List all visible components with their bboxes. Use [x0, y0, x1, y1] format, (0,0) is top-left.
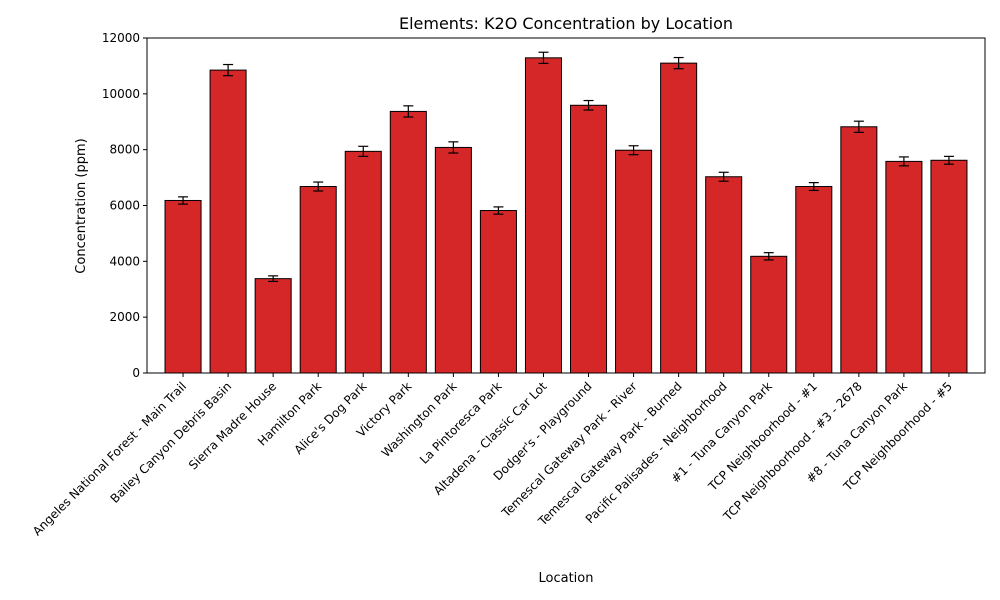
y-tick-label: 0	[132, 366, 140, 380]
bar	[750, 255, 788, 374]
y-tick-label: 10000	[102, 87, 140, 101]
y-tick-label: 8000	[109, 143, 140, 157]
bar	[705, 176, 743, 374]
bar	[434, 146, 472, 374]
bar	[570, 104, 608, 374]
plot-area: 0 2000 4000 6000 8000 10000 12000 Angeles Natio…	[30, 31, 986, 538]
bar	[344, 150, 382, 374]
y-tick-label: 2000	[109, 310, 140, 324]
bar	[840, 126, 878, 374]
bar	[615, 149, 653, 374]
x-tick-label: Sierra Madre House	[186, 379, 279, 472]
chart-title: Elements: K2O Concentration by Location	[399, 14, 733, 33]
bar	[389, 110, 427, 374]
bar	[479, 210, 517, 374]
bar	[885, 160, 923, 374]
y-tick-label: 4000	[109, 254, 140, 268]
bar	[164, 199, 202, 374]
x-tick-label: Angeles National Forest - Main Trail	[30, 379, 189, 538]
y-tick-label: 6000	[109, 199, 140, 213]
y-axis-label: Concentration (ppm)	[74, 138, 89, 273]
x-tick-label: La Pintoresca Park	[417, 379, 505, 467]
y-tick-label: 12000	[102, 31, 140, 45]
x-axis-label: Location	[539, 571, 594, 586]
bar	[254, 278, 292, 374]
bar	[524, 57, 562, 374]
bar	[299, 186, 337, 374]
bar	[795, 186, 833, 374]
bar	[209, 69, 247, 374]
x-tick-label: Washington Park	[379, 379, 460, 460]
bar	[660, 62, 698, 374]
bar	[930, 159, 968, 374]
